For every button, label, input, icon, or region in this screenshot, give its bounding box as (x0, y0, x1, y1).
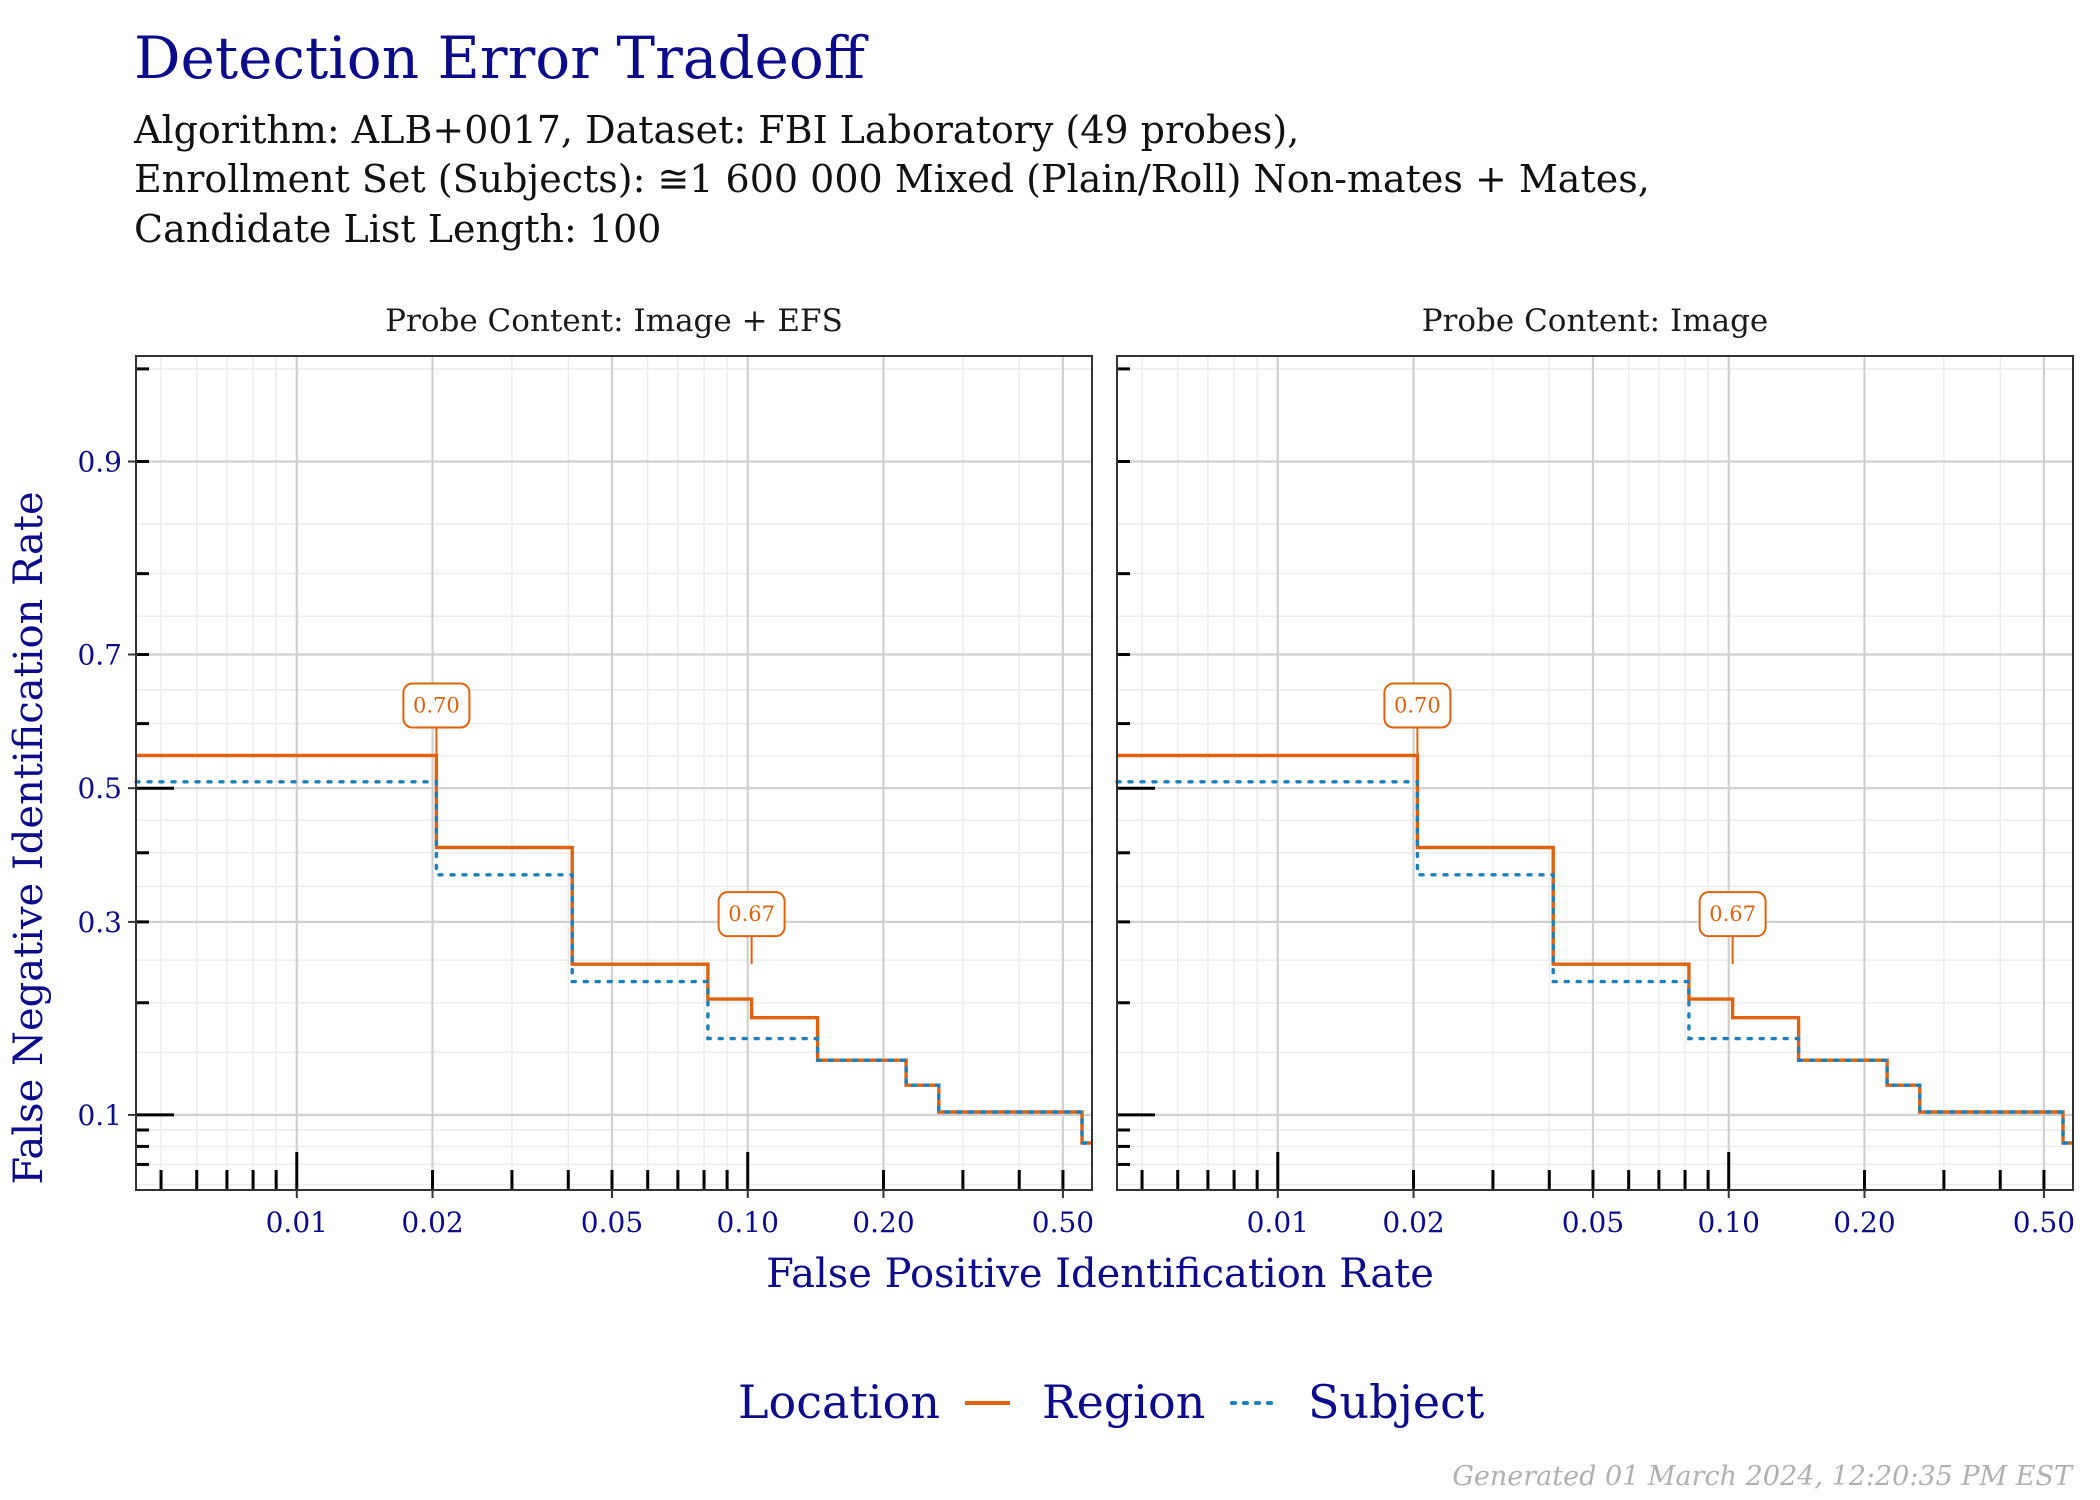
legend-label-region: Region (1042, 1375, 1205, 1429)
x-tick-label: 0.05 (581, 1206, 643, 1239)
y-tick-label: 0.9 (77, 446, 122, 479)
subtitle-line-2: Enrollment Set (Subjects): ≅1 600 000 Mi… (134, 157, 1650, 201)
annotation-box (717, 891, 786, 938)
y-tick-label: 0.7 (77, 639, 122, 672)
y-tick-label: 0.5 (77, 772, 122, 805)
series-region-line (1117, 753, 2073, 1145)
series-region-line (136, 753, 1092, 1145)
subtitle-line-1: Algorithm: ALB+0017, Dataset: FBI Labora… (133, 108, 1299, 152)
x-tick-label: 0.20 (1833, 1206, 1895, 1239)
x-tick-label: 0.50 (1032, 1206, 1094, 1239)
panel-2-background (1117, 356, 2073, 1190)
x-tick-label: 0.20 (852, 1206, 914, 1239)
legend-label-subject: Subject (1308, 1375, 1485, 1429)
x-tick-label: 0.50 (2013, 1206, 2075, 1239)
panel-2-strip-label: Probe Content: Image (1422, 303, 1769, 339)
panel-2-border (1116, 355, 2074, 1191)
chart-title: Detection Error Tradeoff (134, 24, 869, 92)
x-tick-label: 0.10 (1698, 1206, 1760, 1239)
generated-caption: Generated 01 March 2024, 12:20:35 PM EST (1452, 1461, 2074, 1492)
panel-1-strip-label: Probe Content: Image + EFS (385, 303, 843, 339)
series-subject-line (1115, 780, 2075, 1145)
x-tick-label: 0.02 (401, 1206, 463, 1239)
x-axis-title: False Positive Identification Rate (766, 1251, 1434, 1297)
panel-1-background (136, 356, 1092, 1190)
series-subject-line (134, 780, 1094, 1145)
legend-title: Location (738, 1375, 940, 1429)
annotation-label: 0.67 (1709, 902, 1756, 926)
x-tick-label: 0.02 (1382, 1206, 1444, 1239)
panel-1-border (135, 355, 1093, 1191)
y-tick-label: 0.1 (77, 1099, 122, 1132)
annotation-box (1383, 682, 1452, 729)
annotation-box (1698, 891, 1767, 938)
annotation-label: 0.67 (728, 902, 775, 926)
x-tick-label: 0.01 (1247, 1206, 1309, 1239)
legend: Location Region Subject (738, 1375, 1485, 1429)
annotation-box (402, 682, 471, 729)
x-tick-label: 0.10 (717, 1206, 779, 1239)
x-tick-label: 0.01 (266, 1206, 328, 1239)
annotation-label: 0.70 (1394, 694, 1441, 718)
subtitle-line-3: Candidate List Length: 100 (134, 207, 661, 251)
y-tick-label: 0.3 (77, 906, 122, 939)
y-axis-title: False Negative Identification Rate (6, 491, 52, 1184)
annotation-label: 0.70 (413, 694, 460, 718)
x-tick-label: 0.05 (1562, 1206, 1624, 1239)
panels-group: Probe Content: Image + EFS 0.70 0.67 0.01 0.… (77, 303, 2075, 1239)
